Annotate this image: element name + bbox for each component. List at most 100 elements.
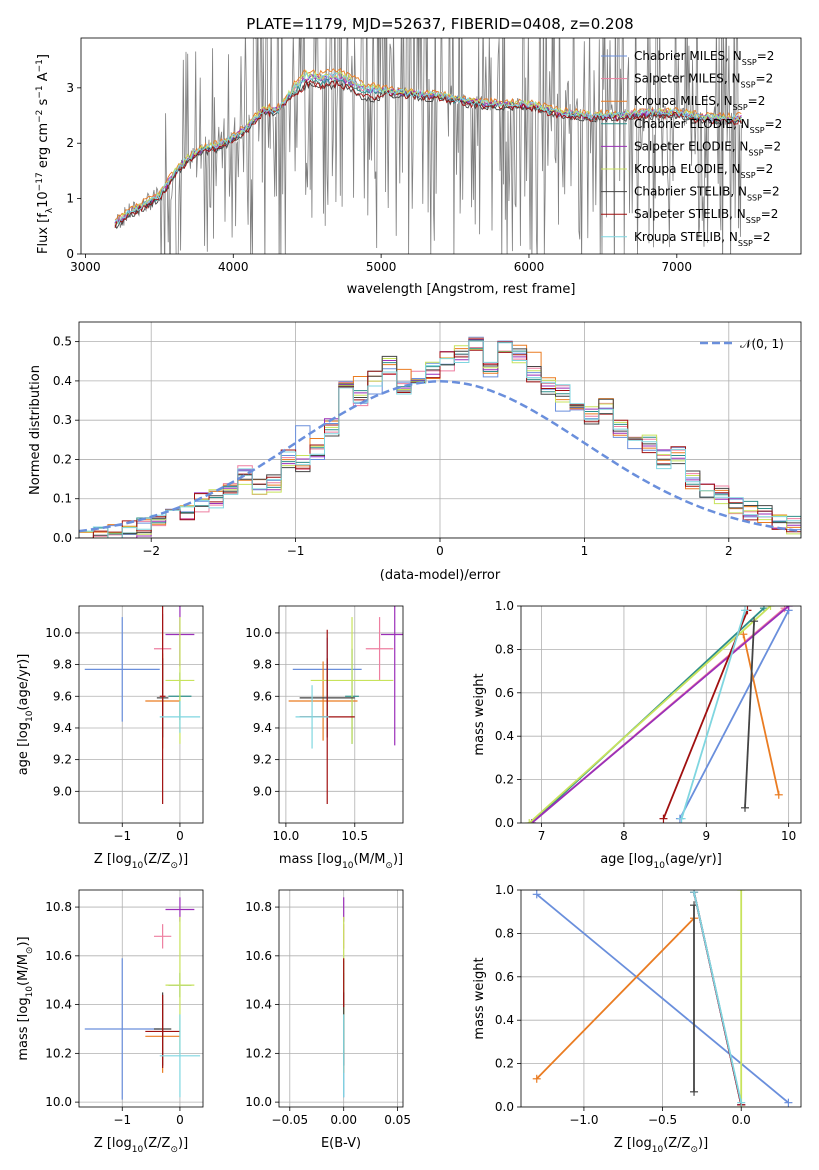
x-tick-label: 10 — [781, 829, 796, 843]
legend-label: Salpeter MILES, NSSP=2 — [634, 72, 773, 90]
y-tick-label: 0.2 — [53, 452, 72, 466]
y-tick-label: 10.8 — [45, 900, 72, 914]
y-axis-label: mass weight — [472, 673, 487, 755]
y-axis-label-part: 10 — [36, 191, 51, 208]
y-tick-label: 10.6 — [245, 949, 272, 963]
legend-text: Chabrier ELODIE, N — [634, 117, 750, 131]
weight-line — [679, 609, 790, 820]
y-tick-label: 0.0 — [495, 816, 514, 830]
model-spectrum-kroupa-stelib — [114, 71, 742, 225]
y-axis-label-part: Flux [f — [36, 213, 51, 254]
y-axis-label-part: s — [36, 98, 51, 109]
x-tick-label: −1 — [287, 544, 305, 558]
weight-line — [528, 606, 772, 823]
axes-frame — [80, 37, 802, 255]
figure-title: PLATE=1179, MJD=52637, FIBERID=0408, z=0… — [246, 15, 633, 33]
plot-area — [521, 890, 801, 1107]
x-axis-label-part: (Z/Z — [663, 1136, 690, 1151]
y-tick-label: 0.3 — [53, 413, 72, 427]
legend-text: Kroupa MILES, N — [634, 94, 733, 108]
y-axis-label-part: erg cm — [36, 123, 51, 172]
y-tick-label: 0.2 — [495, 1057, 514, 1071]
x-axis-label: Z [log10(Z/Z⊙)] — [94, 1136, 188, 1155]
y-tick-label: 0.5 — [53, 335, 72, 349]
legend-label: Chabrier MILES, NSSP=2 — [634, 49, 774, 67]
y-tick-label: 10.0 — [245, 1095, 272, 1109]
y-tick-label: 0.8 — [495, 642, 514, 656]
grid — [521, 606, 801, 823]
plot-area — [279, 890, 403, 1107]
axes-frame — [520, 889, 802, 1108]
x-axis-label-part: Z [log — [614, 1136, 652, 1151]
y-axis-label: age [log10(age/yr)] — [16, 654, 35, 776]
y-axis-label: Normed distribution — [28, 365, 43, 495]
legend-tail: =2 — [763, 139, 781, 153]
weight-line — [680, 610, 746, 819]
errorbar-point-kroupa-stelib — [295, 685, 329, 749]
x-axis-label: (data-model)/error — [380, 568, 501, 583]
plot-area — [521, 606, 801, 823]
y-tick-label: 9.0 — [53, 784, 72, 798]
legend-subscript: SSP — [738, 238, 753, 247]
weight-series-kroupa-stelib — [690, 890, 746, 1107]
weight-series-chabrier-miles — [532, 890, 793, 1107]
y-tick-label: 9.6 — [253, 689, 272, 703]
x-tick-label: 0.00 — [330, 1113, 357, 1127]
panel-mass_vs_Z: −1 010.010.210.410.610.8Z [log10(Z/Z⊙)]ma… — [16, 889, 204, 1155]
weight-line — [742, 634, 780, 795]
y-axis-label-part: A — [36, 72, 51, 85]
panel-residuals: −2 −1 0 1 2 0.0 0.1 0.2 0.3 0.4 0.5 𝒩(0, 1) (data-mo… — [28, 321, 802, 583]
x-tick-label: 7000 — [662, 260, 693, 274]
y-tick-label: 9.8 — [253, 658, 272, 672]
x-axis-label: Z [log10(Z/Z⊙)] — [94, 852, 188, 871]
x-tick-label: 10.0 — [273, 829, 300, 843]
y-tick-label: 9.0 — [253, 784, 272, 798]
y-tick-label: 0.2 — [495, 773, 514, 787]
x-axis-label-part: 10 — [132, 1145, 144, 1155]
x-axis-label-part: )] — [178, 1136, 188, 1151]
y-tick-label: 9.2 — [253, 753, 272, 767]
legend-tail: =2 — [757, 49, 775, 63]
y-tick-label: 0 — [66, 247, 74, 261]
x-axis-label: age [log10(age/yr)] — [600, 852, 722, 871]
legend-subscript: SSP — [741, 171, 756, 180]
legend-subscript: SSP — [741, 80, 756, 89]
legend-text: Salpeter STELIB, N — [634, 207, 746, 221]
panel-age_vs_mass: 10.0 10.5 9.0 9.2 9.4 9.6 9.8 10.0 mass [log10(M… — [245, 605, 404, 871]
legend-label: Kroupa STELIB, NSSP=2 — [634, 230, 771, 248]
x-tick-label: 9 — [702, 829, 710, 843]
y-tick-label: 3 — [66, 81, 74, 95]
plot-area — [114, 38, 742, 254]
x-axis-label-part: )] — [393, 852, 403, 867]
errorbar-point-salpeter-stelib — [159, 606, 166, 804]
x-tick-label: 5000 — [366, 260, 397, 274]
x-axis-label-part: (Z/Z — [143, 852, 170, 867]
legend-subscript: SSP — [750, 125, 765, 134]
x-tick-label: −0.05 — [271, 1113, 308, 1127]
legend-subscript: SSP — [742, 58, 757, 67]
x-axis-label-part: (age/yr)] — [665, 852, 722, 867]
x-tick-label: 3000 — [70, 260, 101, 274]
x-tick-label: 0 — [176, 829, 184, 843]
weight-series-kroupa-elodie — [525, 606, 775, 823]
x-tick-label: 2 — [725, 544, 733, 558]
y-tick-label: 0.0 — [495, 1100, 514, 1114]
panel-spectrum: 3000 4000 5000 6000 7000 0 1 2 3 Chabrier MILES, … — [35, 37, 802, 297]
y-tick-label: 9.2 — [53, 753, 72, 767]
grid — [279, 606, 403, 823]
y-tick-label: 10.2 — [245, 1046, 272, 1060]
y-tick-label: 9.4 — [253, 721, 272, 735]
x-axis-label: mass [log10(M/M⊙)] — [279, 852, 403, 871]
x-tick-label: 10.5 — [341, 829, 368, 843]
y-tick-label: 10.2 — [45, 1046, 72, 1060]
y-axis-label-part: −2 — [35, 110, 45, 123]
x-axis-label-part: Z [log — [94, 1136, 132, 1151]
y-axis-label-part: λ — [45, 207, 55, 213]
x-tick-label: 6000 — [514, 260, 545, 274]
y-axis-label: Flux [fλ10−17 erg cm−2 s−1 A−1] — [35, 54, 55, 254]
legend-tail: =2 — [756, 72, 774, 86]
y-tick-label: 1 — [66, 192, 74, 206]
y-tick-label: 0.0 — [53, 531, 72, 545]
